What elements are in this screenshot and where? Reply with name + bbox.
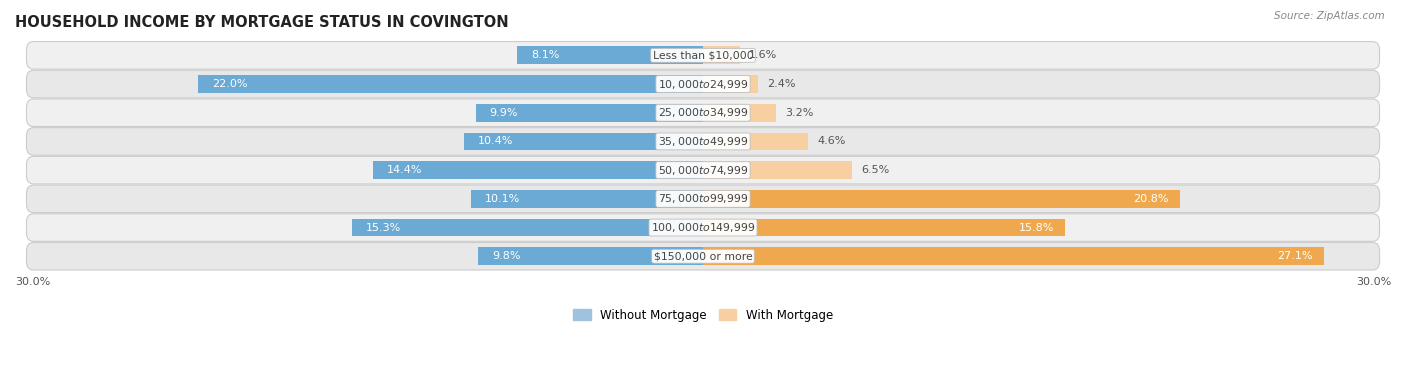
Text: 14.4%: 14.4% — [387, 165, 422, 175]
Text: 30.0%: 30.0% — [15, 277, 51, 287]
Bar — [198, 75, 703, 93]
Bar — [703, 190, 1180, 208]
Bar — [703, 46, 740, 64]
Text: 2.4%: 2.4% — [768, 79, 796, 89]
Text: Less than $10,000: Less than $10,000 — [652, 50, 754, 60]
Text: $75,000 to $99,999: $75,000 to $99,999 — [658, 192, 748, 205]
Text: 6.5%: 6.5% — [862, 165, 890, 175]
FancyBboxPatch shape — [27, 156, 1379, 184]
FancyBboxPatch shape — [27, 70, 1379, 98]
Text: $100,000 to $149,999: $100,000 to $149,999 — [651, 221, 755, 234]
Text: 27.1%: 27.1% — [1278, 251, 1313, 261]
FancyBboxPatch shape — [27, 242, 1379, 270]
Text: 3.2%: 3.2% — [786, 108, 814, 118]
Text: 10.4%: 10.4% — [478, 136, 513, 146]
Text: 1.6%: 1.6% — [749, 50, 778, 60]
Legend: Without Mortgage, With Mortgage: Without Mortgage, With Mortgage — [568, 304, 838, 326]
Bar — [477, 104, 703, 122]
FancyBboxPatch shape — [27, 99, 1379, 127]
Bar — [517, 46, 703, 64]
Bar — [703, 218, 1066, 236]
Bar — [703, 133, 808, 150]
Text: 9.8%: 9.8% — [492, 251, 520, 261]
Bar — [352, 218, 703, 236]
FancyBboxPatch shape — [27, 214, 1379, 241]
Text: Source: ZipAtlas.com: Source: ZipAtlas.com — [1274, 11, 1385, 21]
Text: 22.0%: 22.0% — [212, 79, 247, 89]
Bar — [703, 247, 1324, 265]
Text: $35,000 to $49,999: $35,000 to $49,999 — [658, 135, 748, 148]
FancyBboxPatch shape — [27, 42, 1379, 69]
Text: 20.8%: 20.8% — [1133, 194, 1168, 204]
Bar — [464, 133, 703, 150]
Text: $25,000 to $34,999: $25,000 to $34,999 — [658, 106, 748, 119]
Bar — [703, 161, 852, 179]
Text: 10.1%: 10.1% — [485, 194, 520, 204]
Bar — [703, 75, 758, 93]
Text: 15.3%: 15.3% — [366, 223, 401, 232]
FancyBboxPatch shape — [27, 128, 1379, 155]
Text: 30.0%: 30.0% — [1355, 277, 1391, 287]
Text: $150,000 or more: $150,000 or more — [654, 251, 752, 261]
Bar — [478, 247, 703, 265]
Text: HOUSEHOLD INCOME BY MORTGAGE STATUS IN COVINGTON: HOUSEHOLD INCOME BY MORTGAGE STATUS IN C… — [15, 15, 509, 30]
Text: 15.8%: 15.8% — [1018, 223, 1054, 232]
FancyBboxPatch shape — [27, 185, 1379, 212]
Text: $10,000 to $24,999: $10,000 to $24,999 — [658, 77, 748, 91]
Text: 8.1%: 8.1% — [531, 50, 560, 60]
Bar — [471, 190, 703, 208]
Text: 9.9%: 9.9% — [489, 108, 519, 118]
Bar — [373, 161, 703, 179]
Text: 4.6%: 4.6% — [818, 136, 846, 146]
Text: $50,000 to $74,999: $50,000 to $74,999 — [658, 164, 748, 177]
Bar — [703, 104, 776, 122]
